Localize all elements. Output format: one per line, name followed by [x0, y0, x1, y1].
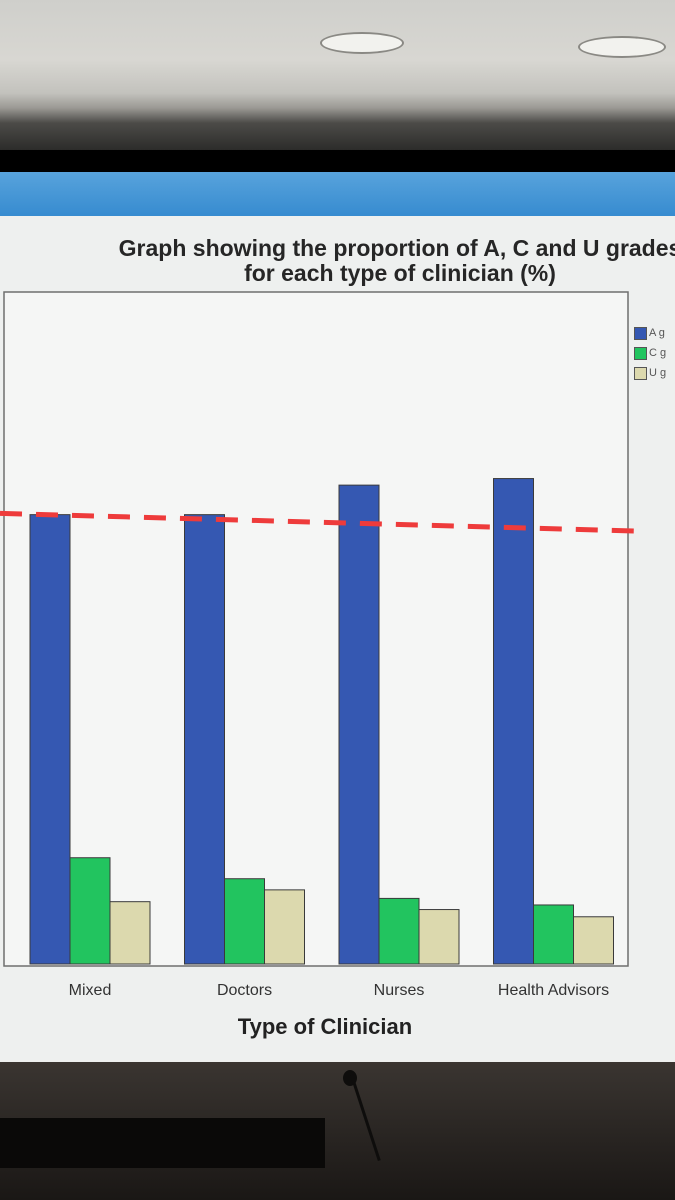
x-tick-label: Nurses	[374, 982, 425, 999]
bar-mixed-series-3	[109, 901, 151, 965]
desk-shadow	[0, 1118, 325, 1168]
legend-item: A g	[634, 326, 665, 340]
slide-header-edge	[0, 216, 675, 226]
bar-nurses-series-3	[418, 909, 460, 965]
legend-swatch	[634, 366, 647, 380]
bar-group	[29, 478, 614, 965]
bar-nurses-series-2	[378, 897, 420, 965]
ceiling-background	[0, 0, 675, 150]
bar-doctors-series-1	[184, 514, 225, 965]
bar-mixed-series-2	[69, 857, 111, 965]
chart-title: Graph showing the proportion of A, C and…	[118, 235, 675, 286]
legend-item: U g	[634, 366, 666, 380]
legend-label: A g	[649, 327, 665, 339]
ceiling-light	[578, 36, 666, 58]
x-tick-group: Mixed Doctors Nurses Health Advisors	[69, 982, 609, 999]
ceiling-light	[320, 32, 404, 54]
bar-health-advisors-series-1	[493, 478, 534, 965]
x-tick-label: Health Advisors	[498, 982, 609, 999]
bar-health-advisors-series-2	[533, 904, 574, 965]
bar-mixed-series-1	[29, 514, 71, 965]
bar-doctors-series-2	[224, 878, 265, 965]
x-axis-title: Type of Clinician	[237, 1014, 413, 1039]
legend-swatch	[634, 346, 647, 360]
bar-health-advisors-series-3	[573, 916, 614, 965]
legend-label: C g	[649, 347, 667, 359]
x-tick-label: Doctors	[217, 982, 272, 999]
bar-nurses-series-1	[338, 484, 380, 965]
bar-doctors-series-3	[264, 889, 305, 965]
legend-swatch	[634, 326, 647, 340]
legend-item: C g	[634, 346, 666, 360]
legend-label: U g	[649, 367, 667, 379]
x-tick-label: Mixed	[69, 982, 112, 999]
